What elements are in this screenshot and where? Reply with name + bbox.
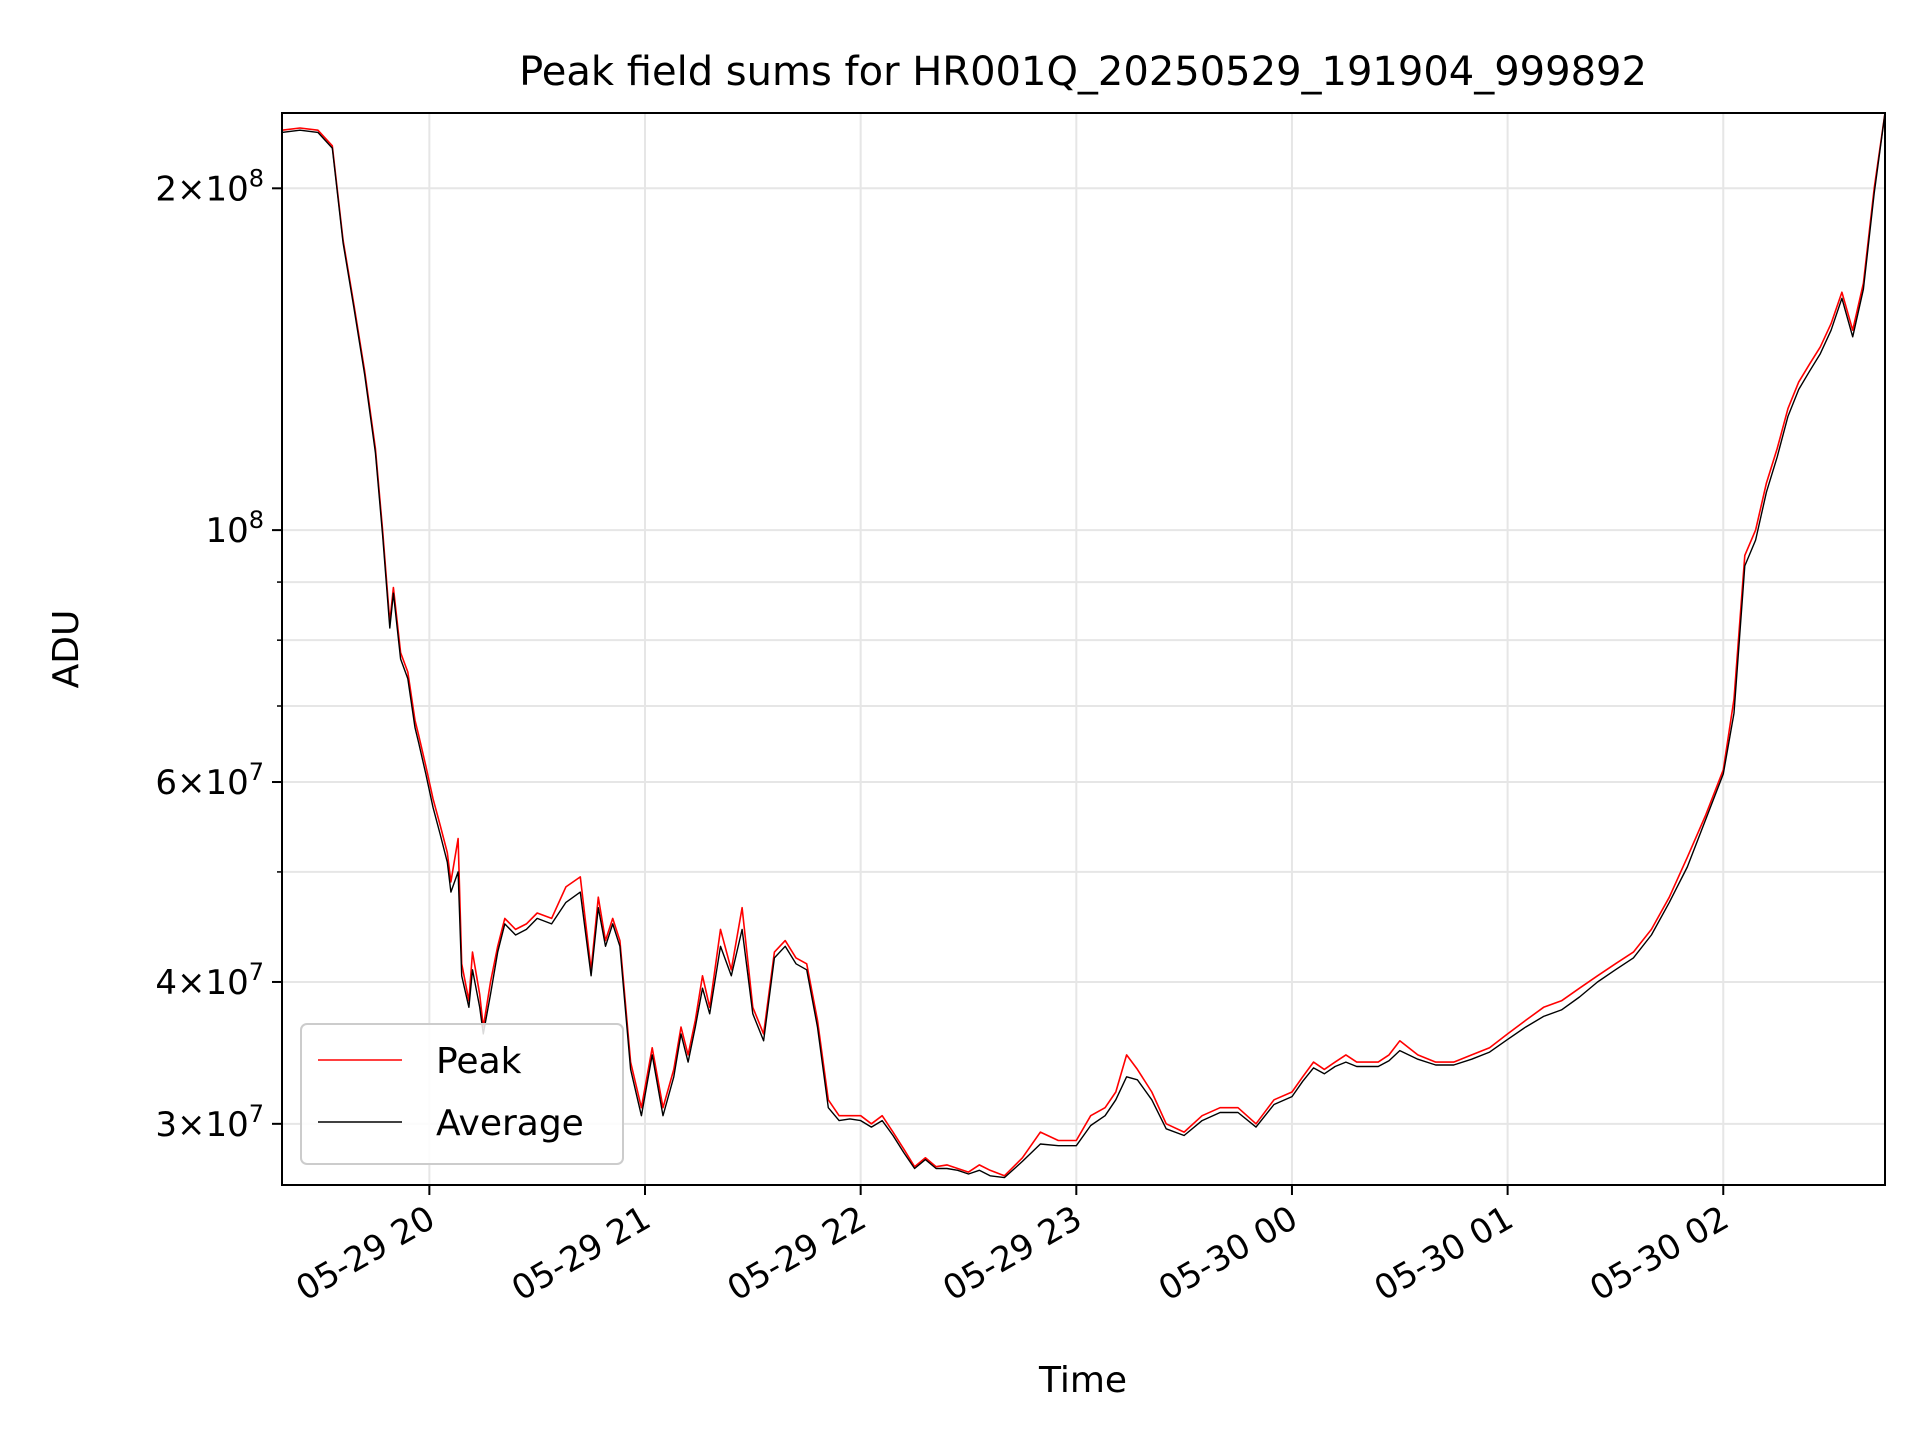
series-line-peak (281, 112, 1886, 1177)
y-tick-label: 2×108 (155, 164, 264, 209)
y-tick-label: 3×107 (155, 1100, 264, 1145)
plot-area-frame (281, 112, 1886, 1186)
legend: Peak Average (300, 1023, 624, 1165)
legend-average-label: Average (436, 1103, 584, 1144)
series-line-average (281, 112, 1886, 1179)
chart-title: Peak field sums for HR001Q_20250529_1919… (519, 49, 1647, 95)
y-axis-label: ADU (46, 610, 87, 689)
y-tick-label: 4×107 (155, 958, 264, 1003)
legend-box (300, 1023, 624, 1165)
x-axis-label: Time (1038, 1360, 1127, 1401)
y-tick-label: 6×107 (155, 758, 264, 803)
series-layer (281, 112, 1886, 1179)
legend-peak-label: Peak (436, 1041, 522, 1082)
